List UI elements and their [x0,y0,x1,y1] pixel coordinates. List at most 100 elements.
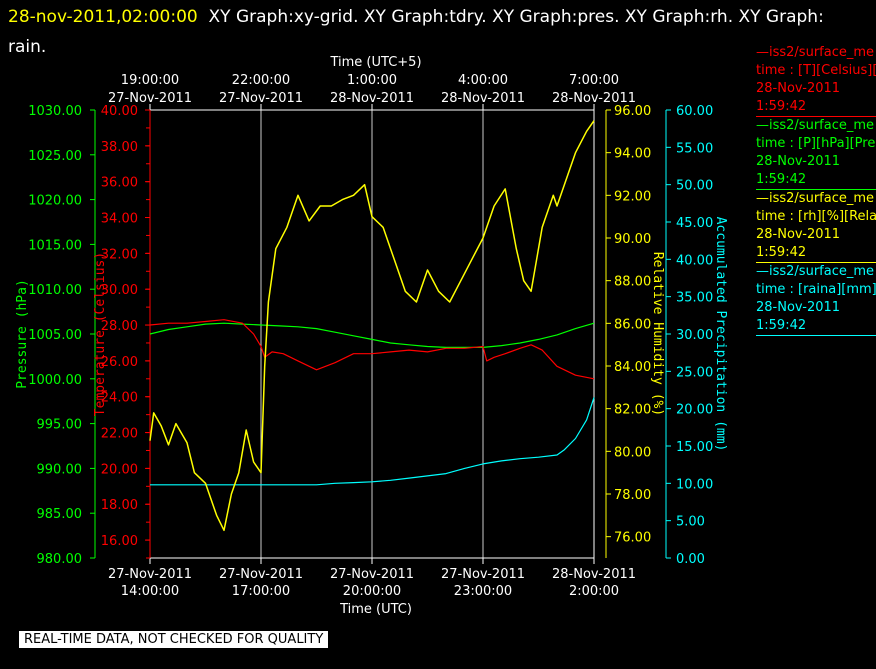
rh-axis-label: Relative Humidity (%) [650,252,665,416]
legend-line: 28-Nov-2011 [756,154,841,169]
legend-line: 1:59:42 [756,318,807,333]
legend-line: —iss2/surface_me [756,191,875,206]
rh-tick-label: 80.00 [614,445,651,460]
x-top-tick-time: 1:00:00 [347,73,397,88]
legend-line: time : [P][hPa][Pres [756,136,876,151]
temp-tick-label: 38.00 [101,140,138,155]
temp-tick-label: 28.00 [101,319,138,334]
temp-tick-label: 16.00 [101,534,138,549]
x-top-tick-date: 27-Nov-2011 [108,91,192,106]
rh-tick-label: 94.00 [614,147,651,162]
temp-tick-label: 40.00 [101,104,138,119]
pres-tick-label: 1025.00 [28,149,82,164]
rh-tick-label: 92.00 [614,189,651,204]
legend-line: 1:59:42 [756,99,807,114]
pres-tick-label: 1010.00 [28,283,82,298]
x-axis-label-bottom: Time (UTC) [339,602,412,617]
temp-tick-label: 18.00 [101,498,138,513]
series-line-rain [150,397,595,486]
rain-tick-label: 25.00 [676,365,713,380]
rain-tick-label: 20.00 [676,403,713,418]
series-line-temp [149,319,595,380]
x-tick-time: 23:00:00 [454,584,512,599]
header-datetime: 28-nov-2011,02:00:00 [8,7,198,27]
x-tick-date: 28-Nov-2011 [552,567,636,582]
rh-tick-label: 88.00 [614,275,651,290]
temp-axis-label: Temperature (Celsius) [93,252,108,416]
pres-tick-label: 1020.00 [28,194,82,209]
pres-tick-label: 1005.00 [28,328,82,343]
x-axis-label-top: Time (UTC+5) [329,55,421,70]
pres-tick-label: 995.00 [37,418,83,433]
rain-tick-label: 50.00 [676,179,713,194]
pres-tick-label: 1015.00 [28,238,82,253]
legend-line: —iss2/surface_me [756,118,875,133]
quality-notice: REAL-TIME DATA, NOT CHECKED FOR QUALITY [19,631,329,648]
pres-tick-label: 990.00 [37,462,83,477]
x-top-tick-time: 19:00:00 [121,73,179,88]
rain-tick-label: 15.00 [676,440,713,455]
rh-tick-label: 82.00 [614,403,651,418]
temp-tick-label: 30.00 [101,283,138,298]
x-tick-time: 20:00:00 [343,584,401,599]
x-tick-time: 17:00:00 [232,584,290,599]
rh-tick-label: 84.00 [614,360,651,375]
rh-tick-label: 86.00 [614,317,651,332]
x-top-tick-time: 4:00:00 [458,73,508,88]
legend: —iss2/surface_me time : [T][Celsius][T 28-… [756,44,876,336]
legend-line: time : [T][Celsius][T [756,63,876,78]
rain-tick-label: 10.00 [676,477,713,492]
rh-tick-label: 78.00 [614,488,651,503]
rain-tick-label: 55.00 [676,141,713,156]
legend-line: —iss2/surface_me [756,264,875,279]
temp-tick-label: 20.00 [101,462,138,477]
legend-line: 1:59:42 [756,172,807,187]
rh-tick-label: 90.00 [614,232,651,247]
legend-line: —iss2/surface_me [756,45,875,60]
x-tick-date: 27-Nov-2011 [108,567,192,582]
temp-tick-label: 24.00 [101,391,138,406]
rh-tick-label: 96.00 [614,104,651,119]
legend-line: 1:59:42 [756,245,807,260]
pres-tick-label: 1000.00 [28,373,82,388]
legend-line: 28-Nov-2011 [756,81,841,96]
chart-header: 28-nov-2011,02:00:00 XY Graph:xy-grid. X… [8,2,858,62]
rain-tick-label: 35.00 [676,291,713,306]
pres-tick-label: 985.00 [37,507,83,522]
x-top-tick-time: 22:00:00 [232,73,290,88]
series-line-rh [149,120,595,532]
pres-tick-label: 1030.00 [28,104,82,119]
x-top-tick-time: 7:00:00 [569,73,619,88]
rain-tick-label: 0.00 [676,552,705,567]
temp-tick-label: 32.00 [101,247,138,262]
x-tick-time: 2:00:00 [569,584,619,599]
temp-tick-label: 26.00 [101,355,138,370]
legend-line: 28-Nov-2011 [756,227,841,242]
rain-tick-label: 40.00 [676,253,713,268]
rain-tick-label: 60.00 [676,104,713,119]
rain-tick-label: 30.00 [676,328,713,343]
temp-tick-label: 34.00 [101,212,138,227]
rain-tick-label: 45.00 [676,216,713,231]
temp-tick-label: 36.00 [101,176,138,191]
rh-tick-label: 76.00 [614,531,651,546]
pres-tick-label: 980.00 [37,552,83,567]
x-top-tick-date: 28-Nov-2011 [441,91,525,106]
pres-axis-label: Pressure (hPa) [15,279,30,389]
x-tick-date: 27-Nov-2011 [330,567,414,582]
x-tick-date: 27-Nov-2011 [219,567,303,582]
rain-tick-label: 5.00 [676,515,705,530]
x-tick-time: 14:00:00 [121,584,179,599]
legend-line: time : [raina][mm][A [756,282,876,297]
x-top-tick-date: 28-Nov-2011 [330,91,414,106]
legend-line: time : [rh][%][Relati [756,209,876,224]
series-line-pres [149,322,595,348]
legend-line: 28-Nov-2011 [756,300,841,315]
temp-tick-label: 22.00 [101,427,138,442]
rain-axis-label: Accumulated Precipitation (mm) [713,217,728,452]
x-tick-date: 27-Nov-2011 [441,567,525,582]
